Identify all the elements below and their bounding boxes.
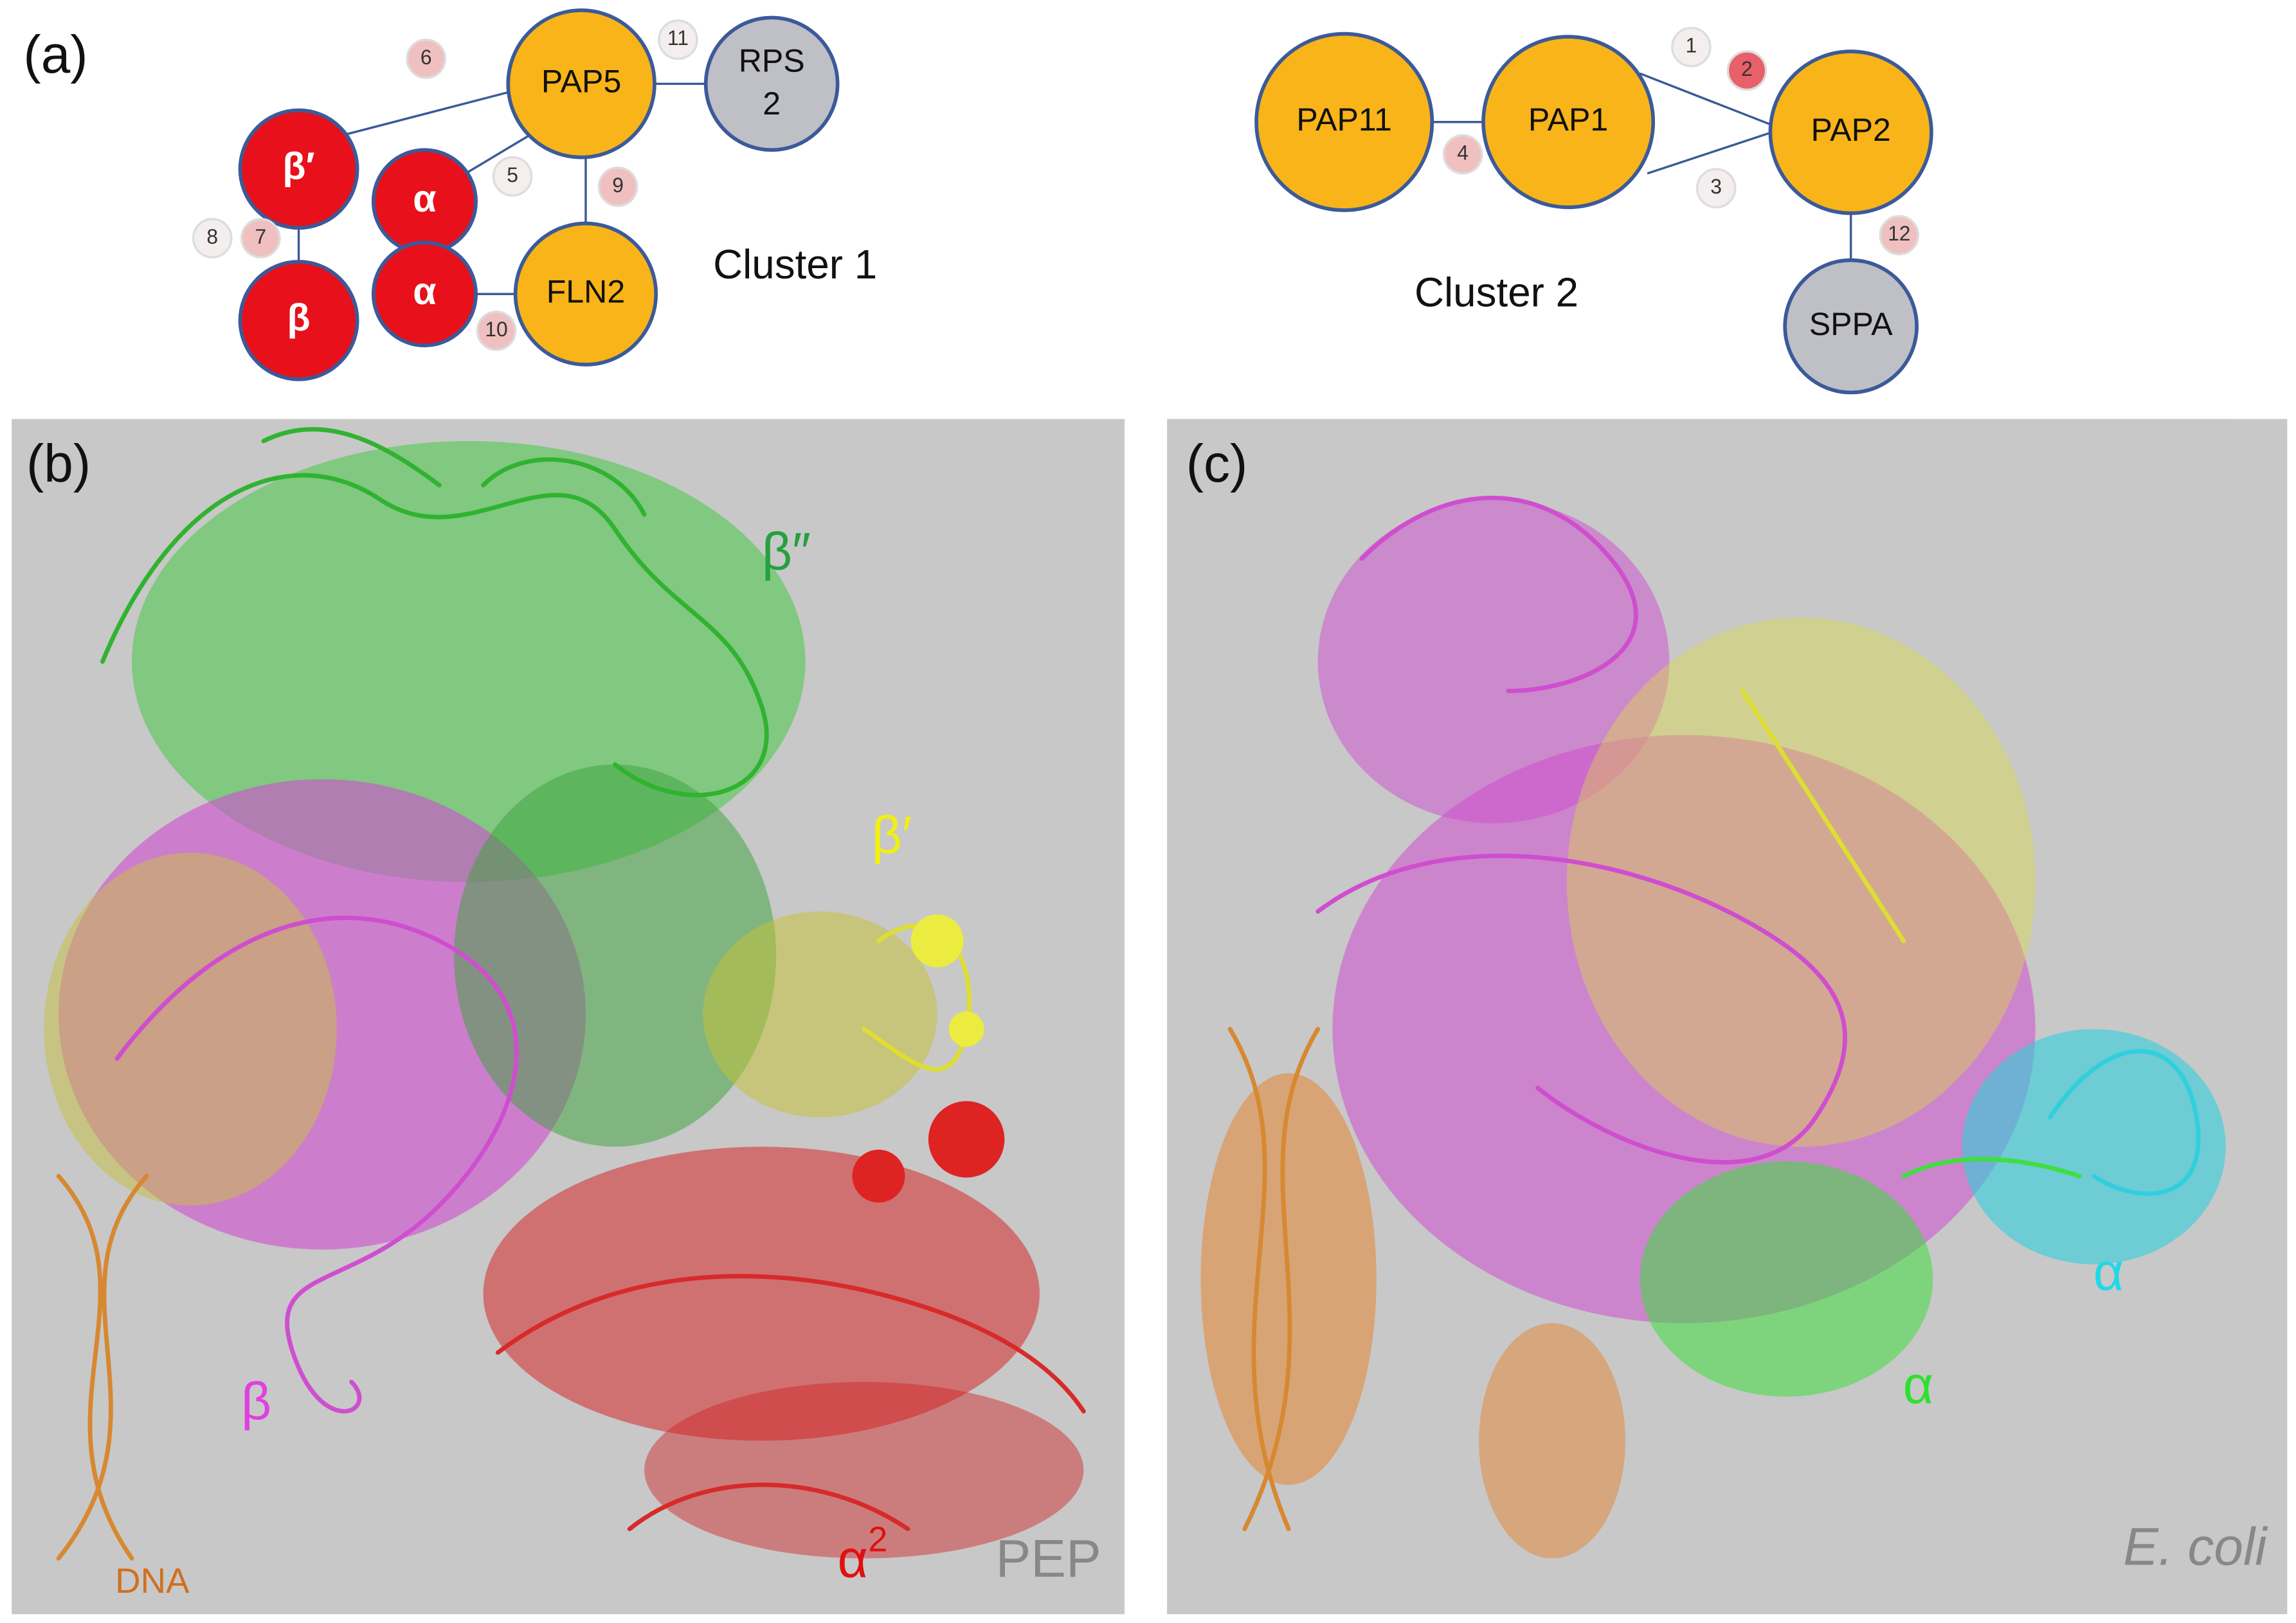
badge-label: 5	[507, 163, 518, 186]
node	[238, 260, 359, 381]
node	[1783, 258, 1919, 395]
badge-label: 6	[420, 46, 432, 69]
badge	[240, 217, 281, 258]
panel-c: (c) α α E. coli	[1167, 419, 2288, 1615]
node	[1481, 35, 1656, 210]
structure	[44, 427, 1086, 1561]
subunit-label: β	[241, 1372, 271, 1431]
structure	[1200, 495, 2226, 1559]
node	[506, 8, 656, 159]
panel-b: (b) β″ β′ β α2 DNA PEP	[12, 419, 1125, 1615]
badge	[1671, 26, 1712, 68]
panel-label: (c)	[1186, 435, 1248, 493]
badge-label: 11	[667, 26, 689, 50]
panel-label: (a)	[23, 26, 87, 84]
cluster-label: Cluster 1	[713, 241, 877, 287]
node	[513, 221, 658, 367]
node-label: β	[287, 296, 311, 339]
node	[238, 108, 359, 230]
panel-a: (a) PAP5 RPS 2 β′ β α α FLN2 PAP11 PAP1 …	[23, 8, 1933, 395]
badge	[1695, 168, 1737, 209]
badge	[1442, 134, 1483, 175]
node-label: PAP11	[1296, 102, 1392, 138]
node-label: RPS	[739, 43, 805, 79]
structure-name: E. coli	[2123, 1518, 2268, 1577]
badge-label: 4	[1457, 141, 1469, 164]
badge-label: 9	[612, 174, 624, 197]
panel-label: (b)	[26, 435, 91, 493]
badge	[406, 39, 447, 79]
node	[703, 15, 840, 152]
badge	[476, 310, 517, 351]
edge	[1640, 72, 1773, 126]
badge-label: 3	[1710, 175, 1722, 198]
badge	[1879, 215, 1920, 256]
dna-label: DNA	[115, 1561, 190, 1600]
node	[1254, 32, 1434, 212]
node-label: FLN2	[547, 273, 625, 309]
badge-label: 8	[206, 225, 218, 248]
subunit-label: α	[2093, 1243, 2124, 1301]
node-label: α	[413, 177, 436, 220]
node	[371, 240, 478, 348]
node-label: SPPA	[1809, 306, 1893, 342]
badge	[192, 217, 233, 258]
structure-name: PEP	[996, 1530, 1101, 1588]
node	[1768, 50, 1933, 215]
subunit-label: α	[1903, 1356, 1933, 1415]
subunit-label: β″	[762, 523, 811, 581]
node-label: α	[413, 269, 436, 313]
superscript: 2	[868, 1519, 887, 1559]
badge-label: 12	[1888, 222, 1910, 245]
badge	[597, 166, 638, 207]
subunit-label: β′	[872, 806, 912, 865]
node-label: PAP2	[1811, 112, 1890, 148]
node-label: PAP5	[541, 64, 621, 100]
node-label: PAP1	[1528, 102, 1608, 138]
badge-label: 2	[1741, 57, 1753, 80]
badge	[658, 19, 698, 60]
badge	[1726, 50, 1767, 91]
badge-label: 10	[485, 318, 507, 341]
node-label: 2	[763, 86, 781, 122]
badge	[492, 156, 533, 197]
edge	[1647, 131, 1773, 175]
node-label: β′	[282, 145, 314, 188]
subunit-label: α2	[838, 1519, 888, 1588]
badge-label: 1	[1686, 34, 1697, 57]
subunit-label: α	[838, 1530, 868, 1588]
panel-background	[1167, 419, 2288, 1615]
edge	[342, 90, 513, 136]
edge	[465, 131, 536, 175]
cluster-label: Cluster 2	[1415, 269, 1578, 315]
badge-label: 7	[255, 225, 267, 248]
